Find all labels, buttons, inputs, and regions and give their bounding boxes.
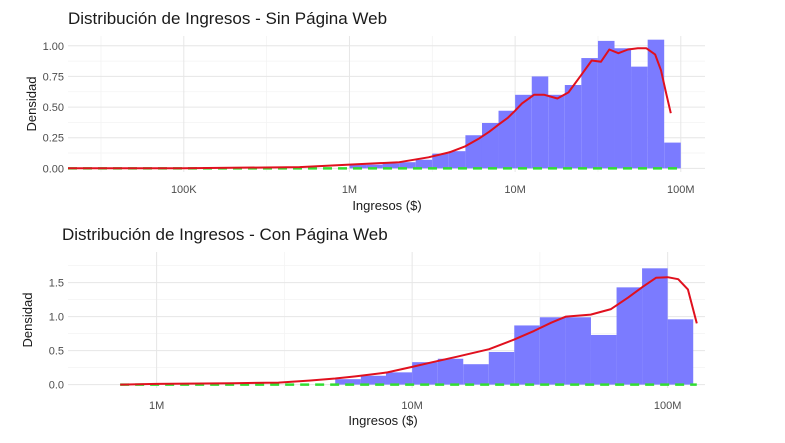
histogram-bar [349, 164, 367, 169]
x-axis-label: Ingresos ($) [348, 413, 417, 428]
histogram-bar [463, 364, 489, 385]
histogram-bar [448, 151, 466, 169]
y-tick-label: 0.0 [49, 380, 64, 392]
histogram-bar [515, 94, 532, 169]
chart-title: Distribución de Ingresos - Sin Página We… [68, 9, 387, 28]
y-tick-label: 1.0 [49, 312, 64, 324]
histogram-bar [382, 163, 400, 169]
y-tick-label: 1.5 [49, 278, 64, 290]
histogram-bar [514, 325, 540, 385]
histogram-bar [581, 58, 598, 169]
histogram-bar [498, 110, 516, 169]
histogram-bar [385, 372, 413, 385]
x-tick-label: 1M [149, 400, 164, 412]
histogram-bar [399, 162, 416, 169]
histogram-bar [412, 362, 438, 385]
y-tick-label: 0.25 [43, 133, 64, 145]
x-axis-label: Ingresos ($) [352, 198, 421, 213]
histogram-bar [590, 334, 617, 385]
chart-panel-sin-pagina-web: Distribución de Ingresos - Sin Página We… [24, 9, 705, 213]
density-curve [68, 47, 672, 170]
histogram-bar [647, 39, 665, 169]
y-axis-label: Densidad [24, 77, 39, 132]
histogram-bar [664, 142, 681, 169]
y-tick-label: 0.75 [43, 71, 64, 83]
histogram-bar [432, 153, 449, 169]
density-curve [120, 276, 698, 386]
chart-title: Distribución de Ingresos - Con Página We… [62, 225, 388, 244]
histogram-bar [437, 358, 464, 385]
x-tick-label: 100M [667, 184, 695, 196]
y-axis-label: Densidad [20, 293, 35, 348]
y-tick-label: 0.50 [43, 102, 64, 114]
x-tick-label: 100M [654, 400, 682, 412]
histogram-bar [360, 375, 386, 385]
histogram-bar [548, 94, 565, 169]
x-tick-label: 10M [504, 184, 525, 196]
histogram-bar [614, 48, 632, 169]
histogram-bar [631, 66, 648, 169]
x-tick-label: 10M [401, 400, 422, 412]
histogram-bar [465, 135, 482, 169]
y-tick-label: 0.5 [49, 346, 64, 358]
y-tick-label: 0.00 [43, 163, 64, 175]
histogram-bar [597, 40, 615, 169]
histogram-bar [667, 319, 694, 385]
histogram-bars [349, 39, 681, 169]
histogram-bar [488, 351, 515, 385]
chart-panel-con-pagina-web: Distribución de Ingresos - Con Página We… [20, 225, 705, 428]
histogram-bar [531, 76, 549, 169]
histogram-bar [366, 164, 383, 169]
x-tick-label: 100K [171, 184, 197, 196]
x-tick-label: 1M [342, 184, 357, 196]
histogram-bar [564, 85, 582, 169]
histogram-bars [335, 268, 694, 385]
histogram-bar [335, 379, 361, 385]
histogram-bar [642, 268, 668, 385]
histogram-bar [539, 317, 566, 385]
histogram-bar [415, 159, 433, 169]
histogram-bar [565, 317, 591, 385]
y-tick-label: 1.00 [43, 41, 64, 53]
